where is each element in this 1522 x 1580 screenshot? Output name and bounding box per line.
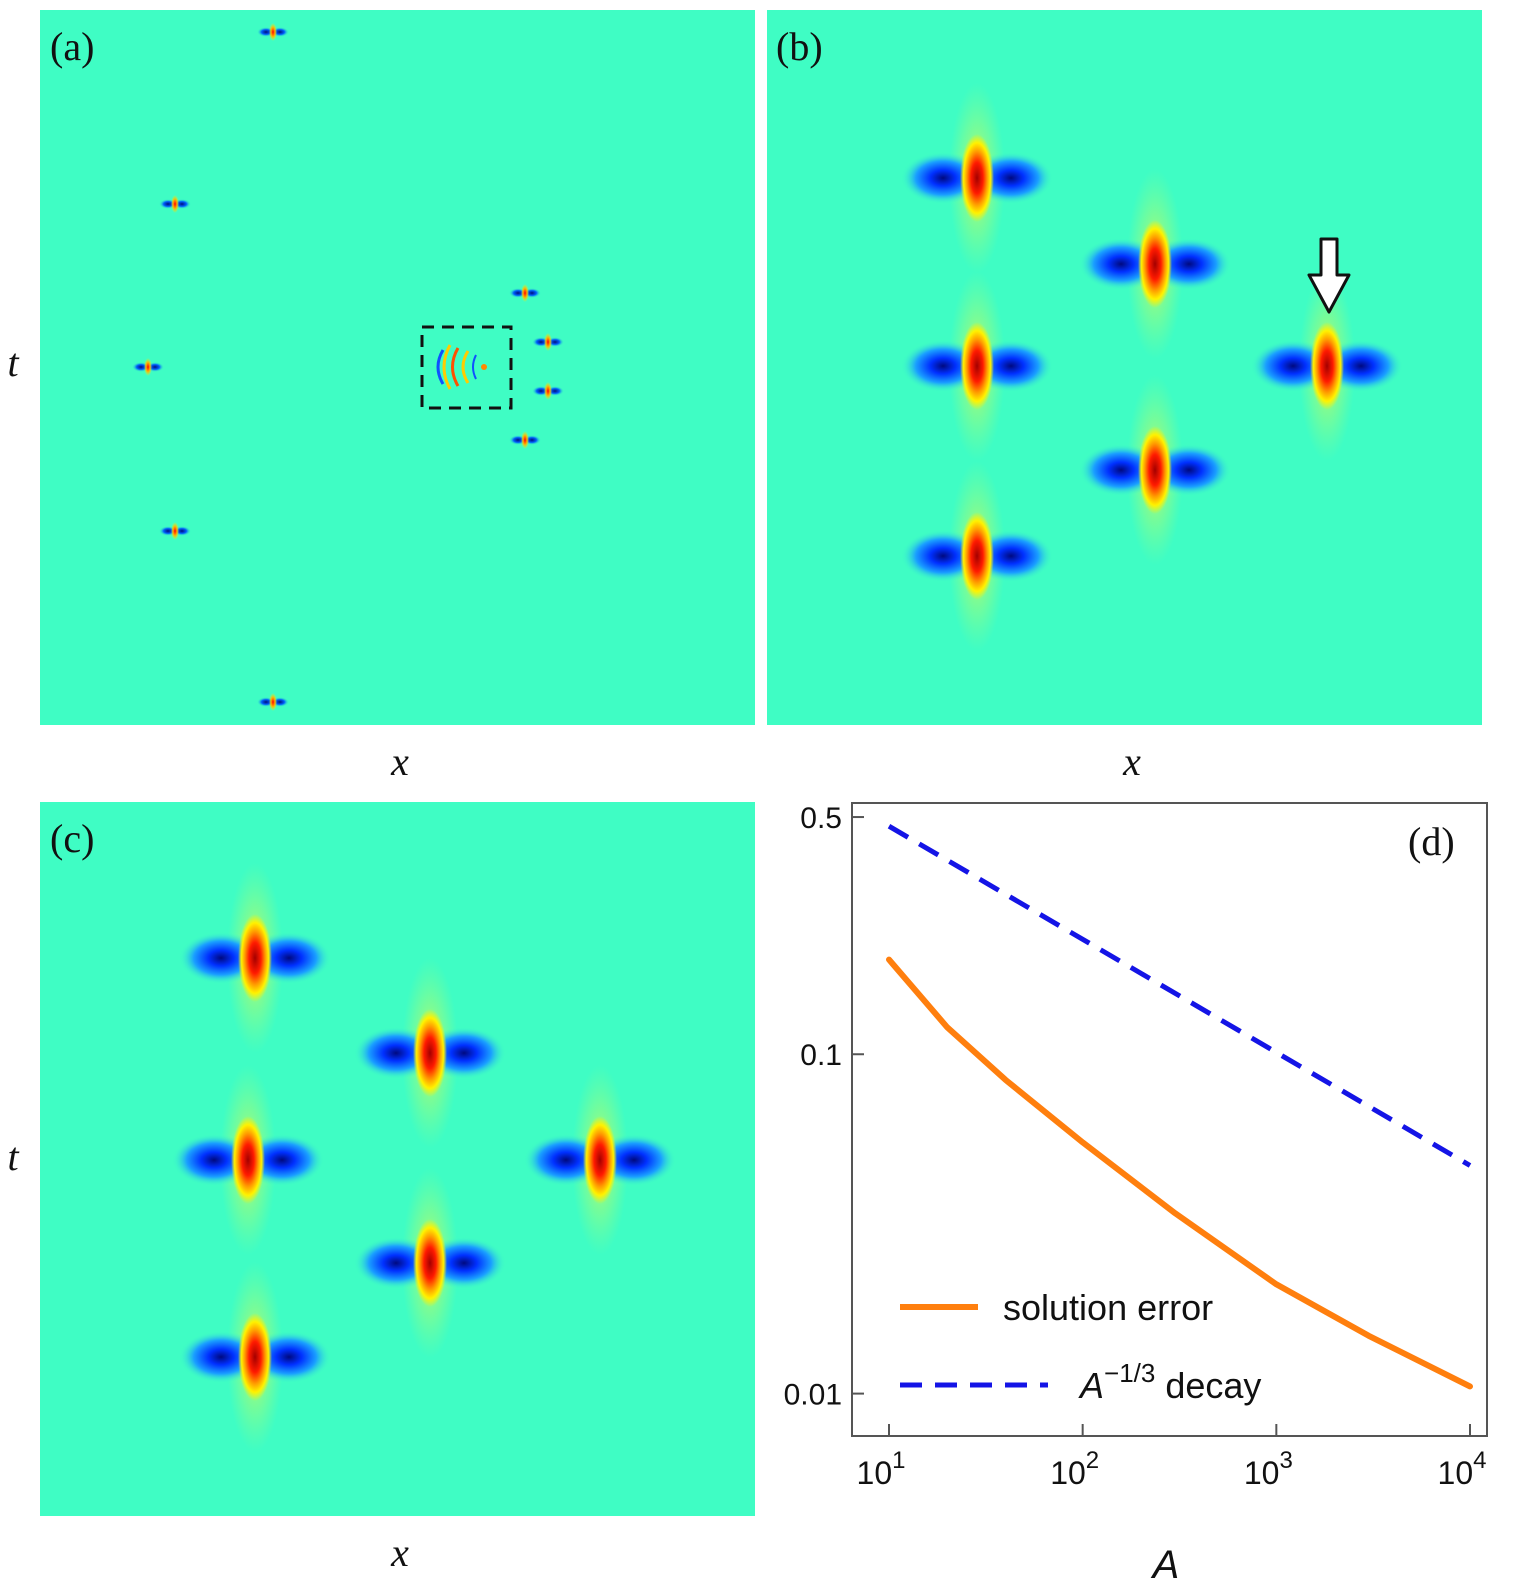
panel-b-peaks bbox=[901, 83, 1403, 651]
legend: solution error A−1/3 decay bbox=[900, 1287, 1261, 1406]
decay-dashed-line bbox=[887, 824, 1472, 1168]
wave-peak bbox=[1251, 271, 1403, 461]
wave-peak bbox=[354, 1168, 506, 1358]
panel-a-label: (a) bbox=[50, 24, 94, 69]
legend-label-decay: A−1/3 decay bbox=[1078, 1358, 1261, 1406]
y-tick-label: 0.01 bbox=[784, 1379, 842, 1412]
panel-a-x-label: x bbox=[390, 739, 409, 784]
x-tick-label: 101 bbox=[857, 1447, 906, 1491]
panel-a-peaks bbox=[132, 23, 564, 711]
chart-frame bbox=[851, 802, 1488, 1437]
wave-peak bbox=[901, 83, 1053, 273]
wave-peak bbox=[901, 461, 1053, 651]
wave-peak bbox=[257, 23, 289, 41]
x-axis-label: A bbox=[1151, 1543, 1180, 1580]
panel-a-dashed-box bbox=[420, 325, 513, 410]
y-tick-label: 0.5 bbox=[800, 802, 842, 835]
wave-peak bbox=[524, 1065, 676, 1255]
wave-peak bbox=[509, 431, 541, 449]
x-ticks: 101 102 103 104 bbox=[857, 1424, 1487, 1491]
panel-c-x-label: x bbox=[390, 1530, 409, 1575]
y-tick-label: 0.1 bbox=[800, 1039, 842, 1072]
wave-peak bbox=[509, 284, 541, 302]
y-ticks: 0.5 0.1 0.01 bbox=[784, 802, 864, 1412]
wave-peak bbox=[179, 863, 331, 1053]
panel-d-chart: 0.5 0.1 0.01 101 102 103 104 solution error A… bbox=[784, 802, 1488, 1580]
wave-peak bbox=[159, 195, 191, 213]
wave-peak bbox=[1079, 375, 1231, 565]
wave-peak bbox=[132, 358, 164, 376]
x-tick-label: 102 bbox=[1050, 1447, 1099, 1491]
wave-peak bbox=[1079, 169, 1231, 359]
wave-peak bbox=[257, 693, 289, 711]
legend-label-solution-error: solution error bbox=[1003, 1287, 1213, 1328]
x-tick-label: 104 bbox=[1438, 1447, 1487, 1491]
wave-peak bbox=[532, 333, 564, 351]
panel-c-peaks bbox=[172, 863, 676, 1452]
panel-d-label: (d) bbox=[1408, 819, 1455, 864]
wave-peak bbox=[179, 1262, 331, 1452]
wave-peak bbox=[159, 522, 191, 540]
solution-error-line bbox=[886, 956, 1473, 1390]
x-tick-label: 103 bbox=[1244, 1447, 1293, 1491]
wave-peak bbox=[901, 271, 1053, 461]
panel-c-label: (c) bbox=[50, 816, 94, 861]
wave-peak bbox=[354, 958, 506, 1148]
wave-peak bbox=[172, 1065, 324, 1255]
arrow-icon bbox=[1307, 237, 1351, 314]
wave-peak bbox=[532, 382, 564, 400]
panel-c-y-label: t bbox=[7, 1134, 19, 1179]
panel-b-label: (b) bbox=[776, 24, 823, 69]
panel-b-x-label: x bbox=[1122, 739, 1141, 784]
panel-a-y-label: t bbox=[7, 340, 19, 385]
